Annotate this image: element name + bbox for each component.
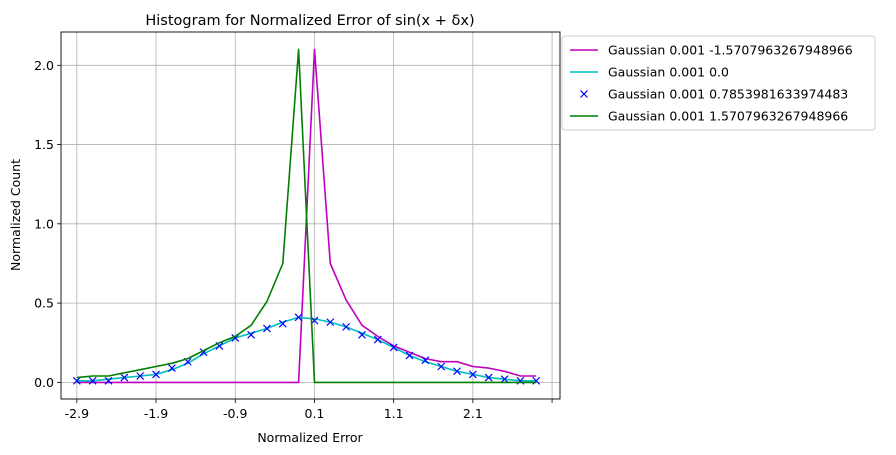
- series-line: [76, 48, 537, 384]
- data-point-marker: [136, 372, 145, 380]
- legend-item: Gaussian 0.001 0.0: [570, 65, 729, 80]
- series-4: [76, 48, 537, 384]
- y-axis: 0.0 0.5 1.0 1.5 2.0: [34, 58, 61, 390]
- data-point-marker: [167, 364, 176, 373]
- data-point-marker: [373, 335, 382, 344]
- data-point-marker: [152, 370, 160, 379]
- x-tick-label: -2.9: [65, 406, 89, 421]
- y-tick-label: 0.5: [34, 296, 54, 311]
- data-point-marker: [120, 373, 129, 382]
- data-point-marker: [294, 313, 303, 322]
- series-3: [72, 313, 541, 385]
- data-point-marker: [453, 367, 461, 376]
- x-axis-label: Normalized Error: [257, 430, 363, 445]
- data-point-marker: [500, 375, 509, 384]
- data-point-marker: [421, 356, 430, 365]
- data-point-marker: [263, 324, 271, 333]
- data-point-marker: [468, 370, 477, 379]
- data-point-marker: [247, 330, 256, 339]
- data-point-marker: [342, 322, 351, 331]
- legend-swatch: [580, 90, 588, 98]
- y-tick-label: 1.0: [34, 216, 54, 231]
- data-point-marker: [484, 373, 493, 382]
- data-point-marker: [389, 343, 398, 352]
- x-axis: -2.9 -1.9 -0.9 0.1 1.1 2.1: [65, 399, 553, 421]
- y-tick-label: 1.5: [34, 137, 54, 152]
- legend: Gaussian 0.001 -1.5707963267948966 Gaussi…: [561, 35, 876, 131]
- data-point-marker: [326, 318, 335, 327]
- data-point-marker: [278, 319, 287, 328]
- grid-lines: [61, 32, 560, 399]
- x-tick-label: 2.1: [463, 406, 483, 421]
- x-tick-label: 0.1: [305, 406, 325, 421]
- x-tick-label: -1.9: [144, 406, 168, 421]
- data-point-marker: [437, 362, 446, 371]
- data-point-marker: [405, 351, 414, 360]
- data-point-marker: [358, 330, 366, 339]
- series-2: [76, 316, 537, 382]
- data-point-marker: [104, 376, 113, 385]
- legend-label: Gaussian 0.001 0.7853981633974483: [608, 87, 848, 102]
- legend-item: Gaussian 0.001 1.5707963267948966: [570, 109, 848, 124]
- chart-title: Histogram for Normalized Error of sin(x …: [145, 13, 474, 29]
- legend-item: Gaussian 0.001 -1.5707963267948966: [570, 43, 853, 58]
- x-tick-label: -0.9: [223, 406, 247, 421]
- data-point-marker: [72, 376, 81, 385]
- legend-box: [561, 35, 876, 131]
- x-tick-label: 1.1: [384, 406, 404, 421]
- legend-item: Gaussian 0.001 0.7853981633974483: [580, 87, 848, 102]
- legend-label: Gaussian 0.001 -1.5707963267948966: [608, 43, 853, 58]
- y-tick-label: 0.0: [34, 375, 54, 390]
- y-tick-label: 2.0: [34, 58, 54, 73]
- series-line: [76, 316, 537, 382]
- data-point-marker: [88, 376, 97, 385]
- axes-frame: [60, 31, 561, 400]
- y-axis-label: Normalized Count: [8, 159, 23, 271]
- legend-label: Gaussian 0.001 1.5707963267948966: [608, 109, 848, 124]
- plot-area: [72, 48, 541, 385]
- legend-label: Gaussian 0.001 0.0: [608, 65, 729, 80]
